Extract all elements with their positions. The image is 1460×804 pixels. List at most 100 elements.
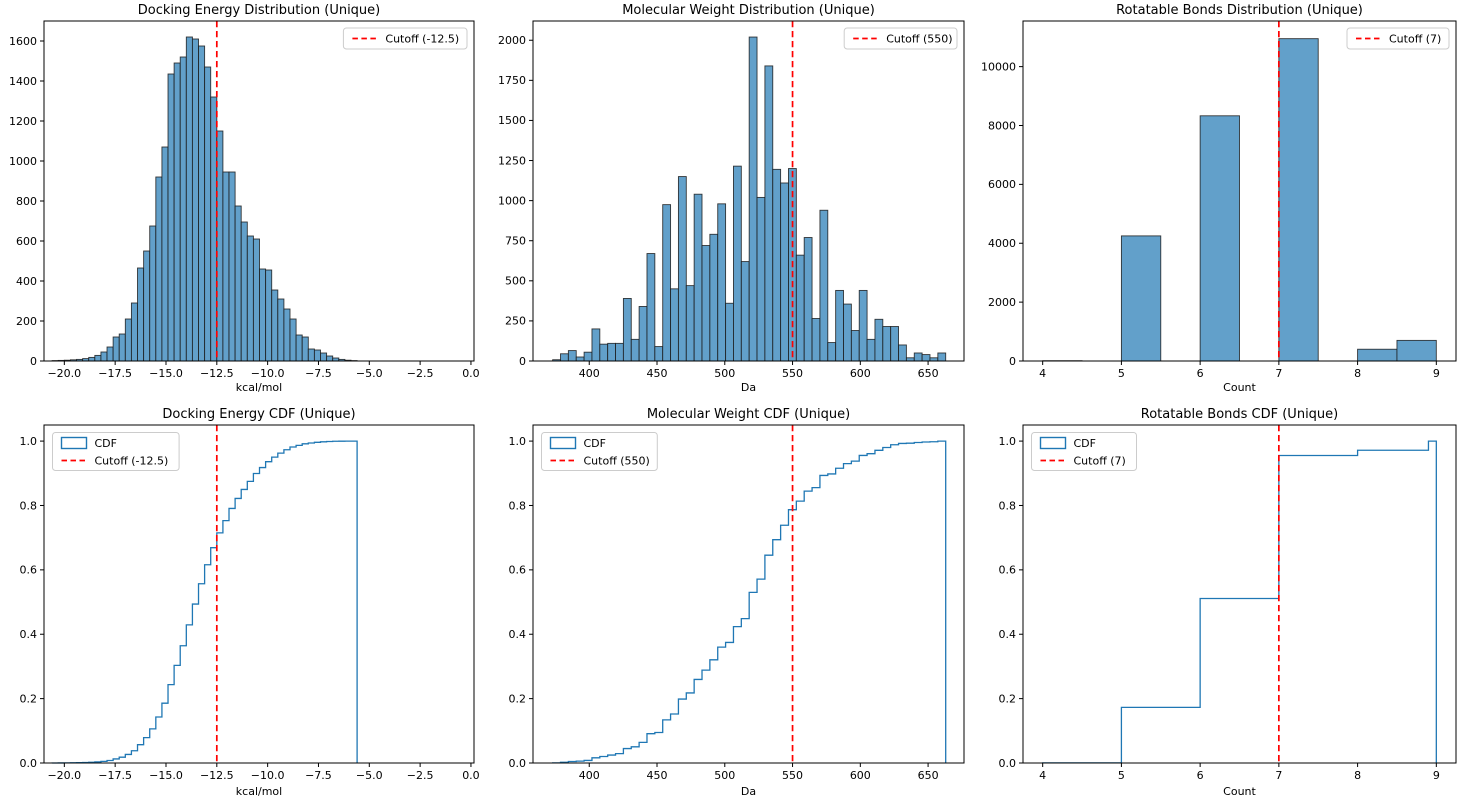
histogram-bar [615, 342, 624, 362]
x-axis: 4 5 6 7 8 9 [1039, 361, 1440, 380]
histogram-bar [638, 306, 648, 362]
x-tick-label: 650 [918, 769, 939, 782]
histogram-bar [167, 73, 175, 362]
y-tick-label: 750 [505, 235, 526, 248]
y-tick-label: 0.8 [999, 499, 1017, 512]
x-tick-label: −15.0 [149, 367, 183, 380]
histogram-bar [313, 349, 321, 362]
histogram-bar [94, 354, 102, 362]
histogram-bar [277, 298, 285, 362]
y-tick-label: 250 [505, 315, 526, 328]
legend: CDF Cutoff (550) [541, 432, 658, 471]
x-axis: −20.0 −17.5 −15.0 −12.5 −10.0 −7.5 −5.0 −2.5 0.0 [47, 763, 480, 782]
y-axis: 0 200 400 600 800 1000 1200 1400 1600 [9, 35, 44, 368]
x-tick-label: 8 [1354, 367, 1361, 380]
x-tick-label: 450 [647, 367, 668, 380]
histogram-bar [130, 302, 138, 362]
histogram-bar [701, 245, 711, 362]
histogram-bar [717, 203, 727, 362]
histogram-bar [210, 96, 218, 362]
subplot-molecular-weight-distribution: 400 450 500 550 600 650 0 250 500 750 1000 1250 1500… [489, 0, 979, 400]
histogram-bar [654, 346, 664, 362]
legend-patch-sample [1039, 436, 1067, 450]
histogram-bar [740, 261, 750, 362]
y-tick-label: 0.6 [509, 564, 527, 577]
histogram-bar [1396, 339, 1437, 362]
y-tick-label: 1200 [9, 115, 37, 128]
histogram-bar [143, 250, 151, 362]
y-axis: 0.0 0.2 0.4 0.6 0.8 1.0 [999, 435, 1023, 770]
plot-title: Molecular Weight Distribution (Unique) [622, 3, 875, 18]
legend-label: Cutoff (-12.5) [95, 454, 169, 467]
histogram-bar [265, 269, 273, 362]
x-axis-label: Da [740, 381, 757, 394]
histogram-bar [185, 36, 193, 362]
x-tick-label: 650 [918, 367, 939, 380]
y-tick-label: 1.0 [999, 435, 1017, 448]
histogram-bar [646, 253, 656, 362]
histogram-bar [259, 268, 267, 362]
legend-box [843, 27, 958, 50]
x-tick-label: 8 [1354, 769, 1361, 782]
x-axis-label: Count [1223, 785, 1256, 798]
histogram-bar [685, 285, 695, 362]
axes-frame [532, 424, 965, 764]
histogram-bar [591, 328, 601, 362]
y-axis: 0.0 0.2 0.4 0.6 0.8 1.0 [509, 435, 533, 770]
y-tick-label: 0.2 [509, 692, 527, 705]
x-axis-label: kcal/mol [235, 381, 283, 394]
y-tick-label: 0.4 [999, 628, 1017, 641]
y-tick-label: 6000 [988, 178, 1016, 191]
y-tick-label: 1000 [498, 194, 526, 207]
x-tick-label: −15.0 [149, 769, 183, 782]
y-tick-label: 0.8 [20, 499, 38, 512]
histogram-bar [204, 66, 212, 362]
histogram-bar [1278, 38, 1319, 362]
x-tick-label: −20.0 [47, 367, 81, 380]
histogram-bar [1357, 348, 1398, 362]
y-tick-label: 500 [505, 275, 526, 288]
histogram-bar [289, 318, 297, 362]
y-tick-label: 1500 [498, 114, 526, 127]
histogram-bar [301, 336, 309, 362]
histogram-bar [583, 351, 593, 362]
x-tick-label: −12.5 [200, 769, 234, 782]
x-tick-label: −5.0 [356, 367, 383, 380]
histogram-bar [88, 356, 96, 362]
legend-patch-sample [60, 436, 88, 450]
x-tick-label: −17.5 [98, 367, 132, 380]
legend: CDF Cutoff (7) [1031, 432, 1137, 471]
x-tick-label: 5 [1118, 367, 1125, 380]
x-tick-label: −2.5 [407, 769, 434, 782]
histogram-bar [118, 333, 126, 362]
cdf-line [51, 440, 358, 764]
plot-title: Docking Energy CDF (Unique) [162, 407, 356, 422]
y-tick-label: 0 [1009, 355, 1016, 368]
legend-label: Cutoff (7) [1389, 32, 1441, 45]
histogram-bar [155, 176, 163, 362]
histogram-bar [827, 342, 837, 362]
y-tick-label: 0.2 [20, 692, 38, 705]
x-tick-label: 4 [1039, 769, 1046, 782]
histogram-bar [240, 221, 248, 362]
plot-canvas-rb-cdf: 4 5 6 7 8 9 0.0 0.2 0.4 0.6 0.8 1.0 CDF Cutoff (7) [999, 424, 1457, 782]
histogram-bar [246, 235, 254, 362]
x-tick-label: −2.5 [407, 367, 434, 380]
y-tick-label: 2000 [988, 296, 1016, 309]
histogram-bar [937, 352, 947, 362]
histogram-bar [898, 344, 907, 362]
histogram-bar [560, 353, 569, 362]
subplot-molecular-weight-cdf: 400 450 500 550 600 650 0.0 0.2 0.4 0.6 0.8 1.0 CDF C… [489, 404, 979, 804]
plot-title: Docking Energy Distribution (Unique) [137, 3, 381, 18]
histogram-bar [843, 303, 852, 362]
legend: Cutoff (550) [843, 27, 958, 50]
axes-frame [43, 20, 475, 362]
plot-title: Rotatable Bonds CDF (Unique) [1140, 407, 1339, 422]
y-tick-label: 1400 [9, 75, 37, 88]
histogram-bar [252, 238, 260, 362]
histogram-bars [552, 36, 947, 362]
x-tick-label: 550 [782, 769, 803, 782]
histogram-bar [283, 308, 291, 362]
y-tick-label: 1.0 [20, 435, 38, 448]
